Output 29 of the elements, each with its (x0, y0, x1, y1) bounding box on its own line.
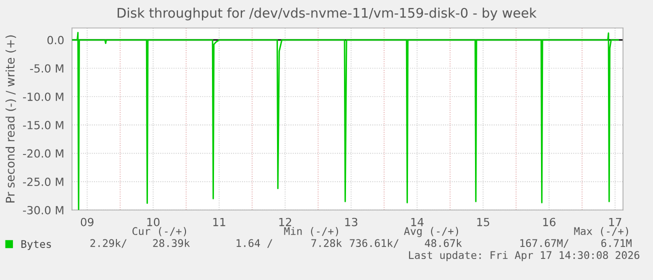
x-tick-label: 15 (477, 218, 490, 226)
y-tick-label: -15.0 M (23, 120, 64, 130)
x-tick-label: 10 (147, 218, 160, 226)
y-tick-label: -30.0 M (23, 206, 64, 214)
y-axis-title: Pr second read (-) / write (+) (6, 35, 16, 202)
y-tick-label: 0.0 (47, 36, 64, 44)
y-tick-label: -25.0 M (23, 178, 64, 186)
text: Cur (-/+) (132, 227, 186, 236)
text: 167.67M/ 6.71M (520, 239, 632, 248)
y-tick-label: -10.0 M (23, 92, 64, 101)
y-tick-label: -20.0 M (23, 149, 64, 158)
text: Max (-/+) (574, 227, 628, 236)
x-tick-label: 16 (543, 218, 556, 226)
chart-title: Disk throughput for /dev/vds-nvme-11/vm-159-disk-0 - by week (118, 8, 537, 20)
x-tick-label: 14 (411, 218, 424, 226)
text: Last update: Fri Apr 17 14:30:08 2026 (409, 250, 640, 262)
x-tick-label: 09 (80, 218, 94, 226)
x-tick-label: 12 (279, 218, 292, 226)
x-tick-label: 17 (609, 218, 622, 226)
text: Min (-/+) (284, 226, 338, 236)
text: Avg (-/+) (404, 226, 458, 238)
text: 2.29k/ 28.39k (90, 238, 190, 248)
text: 1.64 / 7.28k (236, 238, 342, 248)
text: 736.61k/ 48.67k (350, 238, 462, 248)
x-tick-label: 13 (345, 218, 358, 226)
legend-label: Bytes (21, 240, 51, 250)
y-tick-label: -5.0 M (30, 64, 64, 73)
line-series (72, 32, 620, 210)
x-tick-label: 11 (213, 218, 226, 226)
